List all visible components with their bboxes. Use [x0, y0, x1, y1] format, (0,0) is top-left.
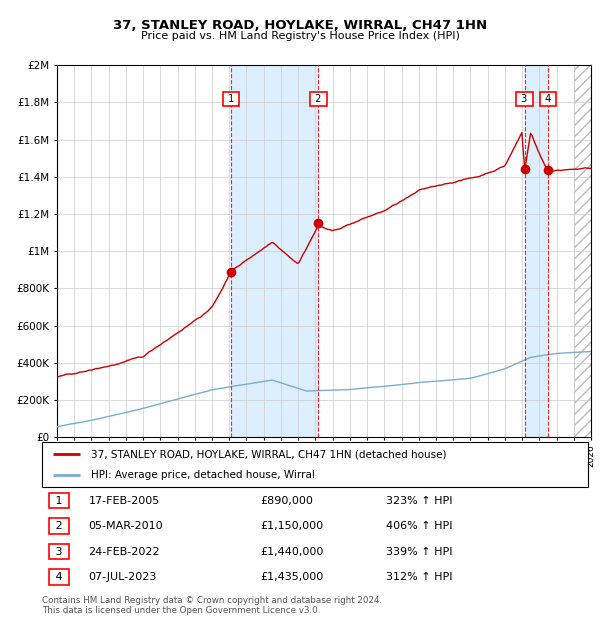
Text: 3: 3 [518, 94, 530, 104]
Text: This data is licensed under the Open Government Licence v3.0.: This data is licensed under the Open Gov… [42, 606, 320, 614]
Bar [524, 65, 548, 437]
Text: 1: 1 [52, 495, 66, 506]
Text: 312% ↑ HPI: 312% ↑ HPI [386, 572, 452, 582]
Text: Contains HM Land Registry data © Crown copyright and database right 2024.: Contains HM Land Registry data © Crown c… [42, 596, 382, 604]
Text: 2: 2 [52, 521, 66, 531]
Text: 4: 4 [542, 94, 554, 104]
Text: Price paid vs. HM Land Registry's House Price Index (HPI): Price paid vs. HM Land Registry's House … [140, 31, 460, 41]
Text: 24-FEB-2022: 24-FEB-2022 [88, 547, 160, 557]
Text: 07-JUL-2023: 07-JUL-2023 [88, 572, 157, 582]
Text: 4: 4 [52, 572, 66, 582]
FancyBboxPatch shape [42, 442, 588, 487]
Text: 17-FEB-2005: 17-FEB-2005 [88, 495, 160, 506]
Text: £1,440,000: £1,440,000 [260, 547, 324, 557]
Text: 37, STANLEY ROAD, HOYLAKE, WIRRAL, CH47 1HN: 37, STANLEY ROAD, HOYLAKE, WIRRAL, CH47 … [113, 19, 487, 32]
Text: 2: 2 [312, 94, 325, 104]
Text: 323% ↑ HPI: 323% ↑ HPI [386, 495, 452, 506]
Text: 339% ↑ HPI: 339% ↑ HPI [386, 547, 452, 557]
Text: £1,150,000: £1,150,000 [260, 521, 323, 531]
Text: 05-MAR-2010: 05-MAR-2010 [88, 521, 163, 531]
Text: 1: 1 [225, 94, 238, 104]
Text: 37, STANLEY ROAD, HOYLAKE, WIRRAL, CH47 1HN (detached house): 37, STANLEY ROAD, HOYLAKE, WIRRAL, CH47 … [91, 449, 446, 459]
Text: 406% ↑ HPI: 406% ↑ HPI [386, 521, 452, 531]
Text: £1,435,000: £1,435,000 [260, 572, 323, 582]
Bar [574, 65, 599, 437]
Bar [232, 65, 319, 437]
Text: HPI: Average price, detached house, Wirral: HPI: Average price, detached house, Wirr… [91, 469, 315, 480]
Text: 3: 3 [52, 547, 66, 557]
Text: £890,000: £890,000 [260, 495, 313, 506]
